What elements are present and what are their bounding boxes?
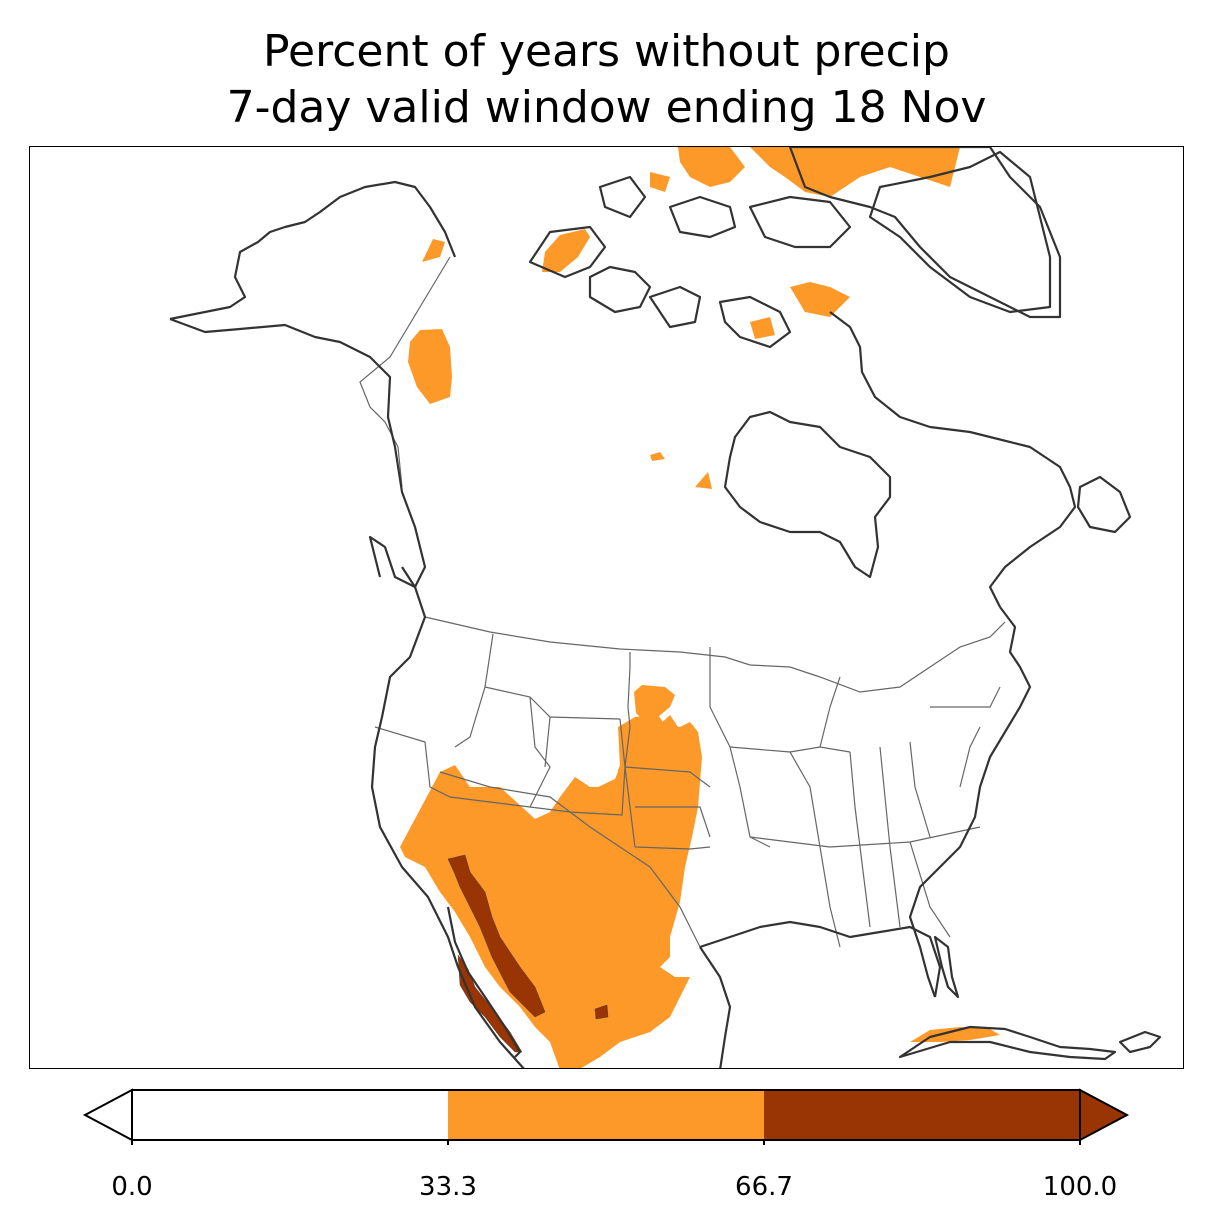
colorbar-tick-2: 66.7 (735, 1172, 793, 1202)
alaska-coast (169, 180, 457, 589)
colorbar-extend-low (82, 1088, 133, 1142)
shade-queen-elizabeth (650, 172, 670, 192)
colorbar-tick-0: 0.0 (111, 1172, 153, 1202)
baja-coast (446, 906, 522, 1058)
shade-hudson-spot-1 (650, 452, 665, 461)
shade-ellesmere-1 (790, 282, 850, 317)
colorbar-tick-1: 33.3 (419, 1172, 477, 1202)
shade-baffin-spot (750, 317, 775, 339)
map-panel (29, 146, 1184, 1069)
colorbar-bin-low (132, 1090, 448, 1140)
newfoundland (1076, 475, 1132, 534)
shade-arctic-1 (678, 147, 745, 187)
greenland-coast (788, 147, 1062, 319)
cuba-coast (898, 1025, 1117, 1061)
colorbar-tick-3: 100.0 (1042, 1172, 1118, 1202)
shade-alaska-north (422, 239, 445, 262)
north-america-map (169, 147, 1162, 1068)
shade-cuba (910, 1027, 1000, 1042)
colorbar (82, 1088, 1130, 1145)
shade-greenland (750, 147, 960, 197)
colorbar-bin-high (764, 1090, 1080, 1140)
west-coast (370, 566, 525, 1068)
colorbar-extend-high (1079, 1088, 1130, 1142)
arctic-islands (528, 150, 1052, 349)
shade-mexico-spot (594, 1004, 609, 1020)
alaska-canada-border (359, 256, 451, 488)
shade-north-dakota (634, 685, 675, 722)
shade-banks-island (542, 229, 590, 272)
colorbar-bin-mid (448, 1090, 764, 1140)
east-canada-coast (829, 311, 1077, 608)
map-subtitle: 7-day valid window ending 18 Nov (226, 82, 987, 133)
us-canada-border (424, 616, 1006, 693)
shade-baja-sonora-high (447, 854, 546, 1018)
mexico-border (439, 771, 701, 948)
florida (933, 935, 960, 999)
shade-yukon (408, 329, 452, 404)
mexico-gulf-coast (699, 606, 1032, 1068)
hispaniola (1118, 1030, 1162, 1054)
shade-hudson-spot-2 (695, 472, 712, 489)
hudson-bay (723, 410, 892, 579)
map-title: Percent of years without precip (263, 26, 950, 77)
